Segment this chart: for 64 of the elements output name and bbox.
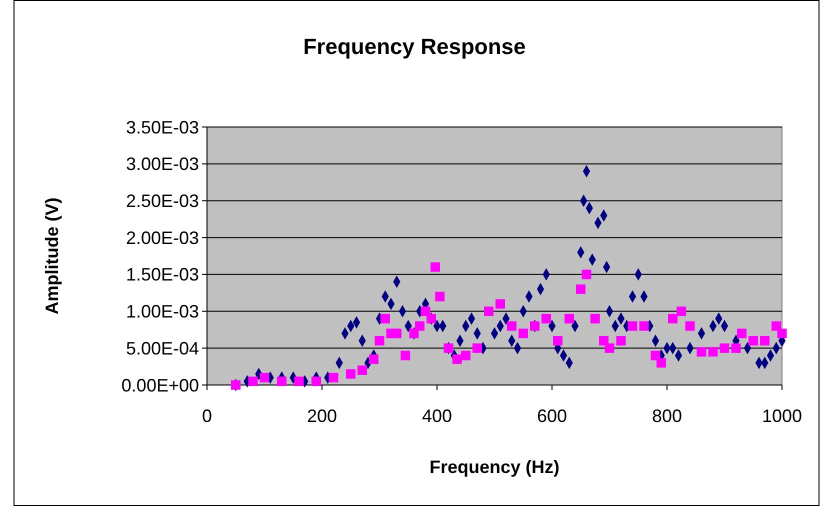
y-tick-label: 5.00E-04: [126, 338, 199, 358]
point: [628, 321, 638, 331]
point: [518, 328, 528, 338]
point: [374, 336, 384, 346]
x-tick-label: 800: [652, 406, 682, 426]
point: [668, 314, 678, 324]
point: [696, 347, 706, 357]
point: [277, 376, 286, 386]
x-tick-label: 0: [202, 406, 212, 426]
point: [656, 358, 666, 368]
x-tick-label: 200: [306, 406, 338, 426]
point: [737, 328, 746, 338]
point: [616, 336, 626, 346]
point: [582, 270, 592, 280]
point: [430, 262, 440, 272]
point: [435, 292, 445, 302]
point: [369, 354, 378, 364]
point: [452, 354, 462, 364]
point: [731, 343, 741, 353]
point: [461, 350, 470, 360]
point: [777, 328, 787, 338]
x-axis-title: Frequency (Hz): [429, 457, 560, 477]
point: [676, 306, 686, 316]
y-tick-label: 1.00E-03: [126, 302, 199, 322]
point: [415, 321, 424, 331]
point: [380, 314, 390, 324]
point: [358, 366, 367, 375]
point: [260, 372, 270, 382]
point: [542, 314, 551, 324]
y-tick-label: 0.00E+00: [121, 375, 199, 396]
point: [708, 347, 718, 357]
y-tick-label: 3.00E-03: [126, 154, 199, 174]
y-tick-label: 2.50E-03: [126, 191, 199, 212]
x-tick-label: 600: [536, 406, 568, 426]
point: [496, 299, 505, 309]
point: [507, 321, 516, 331]
y-tick-label: 2.00E-03: [126, 228, 199, 248]
point: [604, 343, 614, 353]
point: [346, 369, 356, 379]
point: [748, 336, 758, 346]
point: [599, 336, 608, 346]
point: [328, 372, 338, 382]
point: [294, 376, 304, 386]
point: [685, 321, 695, 331]
x-tick-label: 400: [422, 406, 452, 426]
point: [576, 284, 586, 294]
point: [772, 321, 781, 331]
point: [720, 343, 730, 353]
point: [639, 321, 649, 331]
point: [590, 314, 600, 324]
point: [400, 350, 410, 360]
chart-title: Frequency Response: [303, 34, 526, 59]
point: [248, 376, 258, 386]
y-tick-label: 3.50E-03: [126, 117, 199, 138]
point: [760, 336, 770, 346]
point: [392, 328, 402, 338]
point: [564, 314, 574, 324]
y-axis-title: Amplitude (V): [42, 198, 62, 314]
point: [312, 376, 321, 386]
point: [553, 336, 562, 346]
x-tick-label: 1000: [762, 406, 802, 426]
y-tick-label: 1.50E-03: [126, 264, 199, 285]
point: [472, 343, 482, 353]
point: [484, 306, 494, 316]
